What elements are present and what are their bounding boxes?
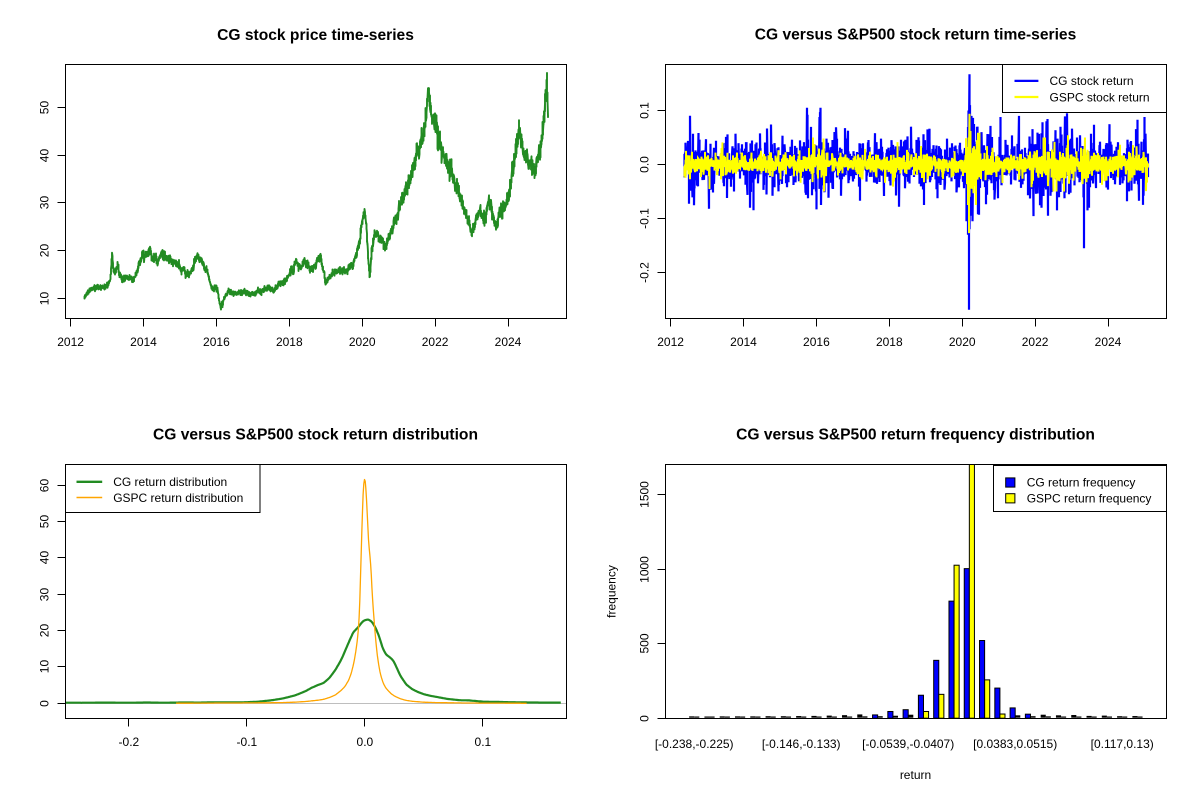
svg-text:2016: 2016 [803, 335, 830, 349]
svg-text:500: 500 [638, 633, 652, 653]
svg-text:-0.2: -0.2 [119, 735, 140, 749]
svg-text:2024: 2024 [495, 335, 522, 349]
svg-text:2018: 2018 [876, 335, 903, 349]
svg-text:[-0.146,-0.133): [-0.146,-0.133) [762, 737, 841, 751]
svg-text:-0.1: -0.1 [237, 735, 258, 749]
svg-text:[-0.238,-0.225): [-0.238,-0.225) [655, 737, 734, 751]
svg-text:2022: 2022 [1022, 335, 1049, 349]
svg-text:2012: 2012 [57, 335, 84, 349]
svg-text:[-0.0539,-0.0407): [-0.0539,-0.0407) [862, 737, 954, 751]
svg-text:CG return distribution: CG return distribution [113, 475, 227, 489]
svg-text:1000: 1000 [638, 556, 652, 583]
svg-text:CG versus S&P500 stock return: CG versus S&P500 stock return time-serie… [755, 27, 1077, 44]
svg-text:40: 40 [38, 551, 52, 565]
svg-text:20: 20 [38, 244, 52, 258]
svg-text:2016: 2016 [203, 335, 230, 349]
svg-text:2014: 2014 [730, 335, 757, 349]
svg-text:0.1: 0.1 [638, 102, 652, 119]
svg-text:50: 50 [38, 101, 52, 115]
svg-text:40: 40 [38, 149, 52, 163]
svg-text:2014: 2014 [130, 335, 157, 349]
svg-text:2012: 2012 [657, 335, 684, 349]
svg-text:frequency: frequency [605, 565, 619, 618]
svg-text:30: 30 [38, 588, 52, 602]
svg-text:0.1: 0.1 [475, 735, 492, 749]
svg-text:1500: 1500 [638, 481, 652, 508]
svg-text:CG versus S&P500 return freque: CG versus S&P500 return frequency distri… [736, 427, 1095, 444]
svg-text:GSPC return distribution: GSPC return distribution [113, 491, 243, 505]
svg-text:CG return frequency: CG return frequency [1027, 476, 1136, 490]
svg-text:CG stock return: CG stock return [1050, 74, 1134, 88]
svg-text:2020: 2020 [949, 335, 976, 349]
svg-text:30: 30 [38, 196, 52, 210]
svg-text:CG versus S&P500 stock return: CG versus S&P500 stock return distributi… [153, 427, 478, 444]
svg-text:GSPC stock return: GSPC stock return [1050, 90, 1150, 104]
svg-text:50: 50 [38, 515, 52, 529]
svg-text:-0.1: -0.1 [638, 208, 652, 229]
svg-text:0.0: 0.0 [357, 735, 374, 749]
svg-text:0: 0 [638, 715, 652, 722]
svg-text:0.0: 0.0 [638, 156, 652, 173]
svg-text:60: 60 [38, 479, 52, 493]
svg-text:2018: 2018 [276, 335, 303, 349]
svg-text:GSPC return frequency: GSPC return frequency [1027, 491, 1152, 505]
svg-text:10: 10 [38, 292, 52, 306]
svg-text:0: 0 [38, 700, 52, 707]
svg-text:return: return [900, 768, 931, 782]
svg-text:2020: 2020 [349, 335, 376, 349]
svg-text:CG stock price time-series: CG stock price time-series [217, 27, 414, 44]
svg-text:[0.117,0.13): [0.117,0.13) [1091, 737, 1154, 751]
svg-text:-0.2: -0.2 [638, 262, 652, 283]
svg-text:2024: 2024 [1095, 335, 1122, 349]
svg-text:[0.0383,0.0515): [0.0383,0.0515) [973, 737, 1057, 751]
svg-text:2022: 2022 [422, 335, 449, 349]
svg-text:10: 10 [38, 660, 52, 674]
svg-text:20: 20 [38, 624, 52, 638]
